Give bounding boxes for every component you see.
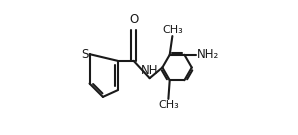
Text: O: O bbox=[129, 13, 138, 26]
Text: NH: NH bbox=[141, 64, 159, 77]
Text: CH₃: CH₃ bbox=[162, 25, 183, 35]
Text: NH₂: NH₂ bbox=[197, 48, 219, 61]
Text: S: S bbox=[81, 48, 88, 61]
Text: CH₃: CH₃ bbox=[158, 100, 179, 110]
